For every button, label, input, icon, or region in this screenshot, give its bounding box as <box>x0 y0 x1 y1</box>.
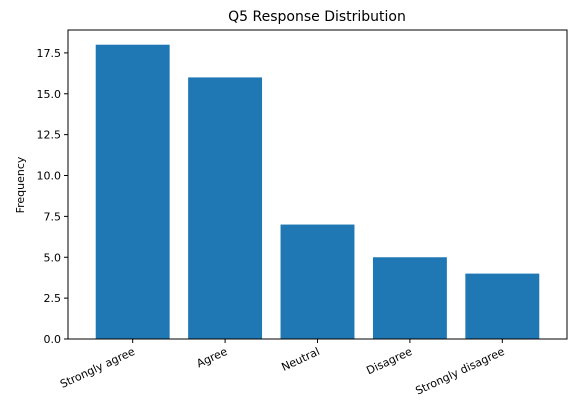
plot-frame <box>67 29 568 340</box>
x-tick-label: Neutral <box>279 345 321 374</box>
y-tick-label: 12.5 <box>37 129 62 142</box>
bar-neutral <box>280 224 355 339</box>
x-tick-label: Strongly disagree <box>414 345 507 398</box>
y-tick-label: 15.0 <box>37 88 62 101</box>
y-axis-label: Frequency <box>14 156 27 213</box>
bar-strongly-disagree <box>465 273 540 339</box>
y-tick-label: 7.5 <box>44 210 62 223</box>
y-tick-label: 2.5 <box>44 292 62 305</box>
y-ticks-layer: 0.0 2.5 5.0 7.5 10.0 12.5 15.0 17.5 <box>37 47 68 346</box>
y-tick-label: 5.0 <box>44 251 62 264</box>
x-tick-label: Strongly agree <box>58 345 137 391</box>
x-tick-label: Agree <box>195 345 230 371</box>
chart-title: Q5 Response Distribution <box>228 9 406 25</box>
bars-layer <box>95 44 540 340</box>
y-tick-label: 10.0 <box>37 170 62 183</box>
bar-strongly-agree <box>95 44 170 339</box>
y-tick-label: 17.5 <box>37 47 62 60</box>
bar-disagree <box>372 257 447 339</box>
x-ticks-layer: Strongly agree Agree Neutral Disagree Strong… <box>58 339 507 398</box>
bar-agree <box>188 77 263 340</box>
y-tick-label: 0.0 <box>44 333 62 346</box>
x-tick-label: Disagree <box>364 345 414 378</box>
